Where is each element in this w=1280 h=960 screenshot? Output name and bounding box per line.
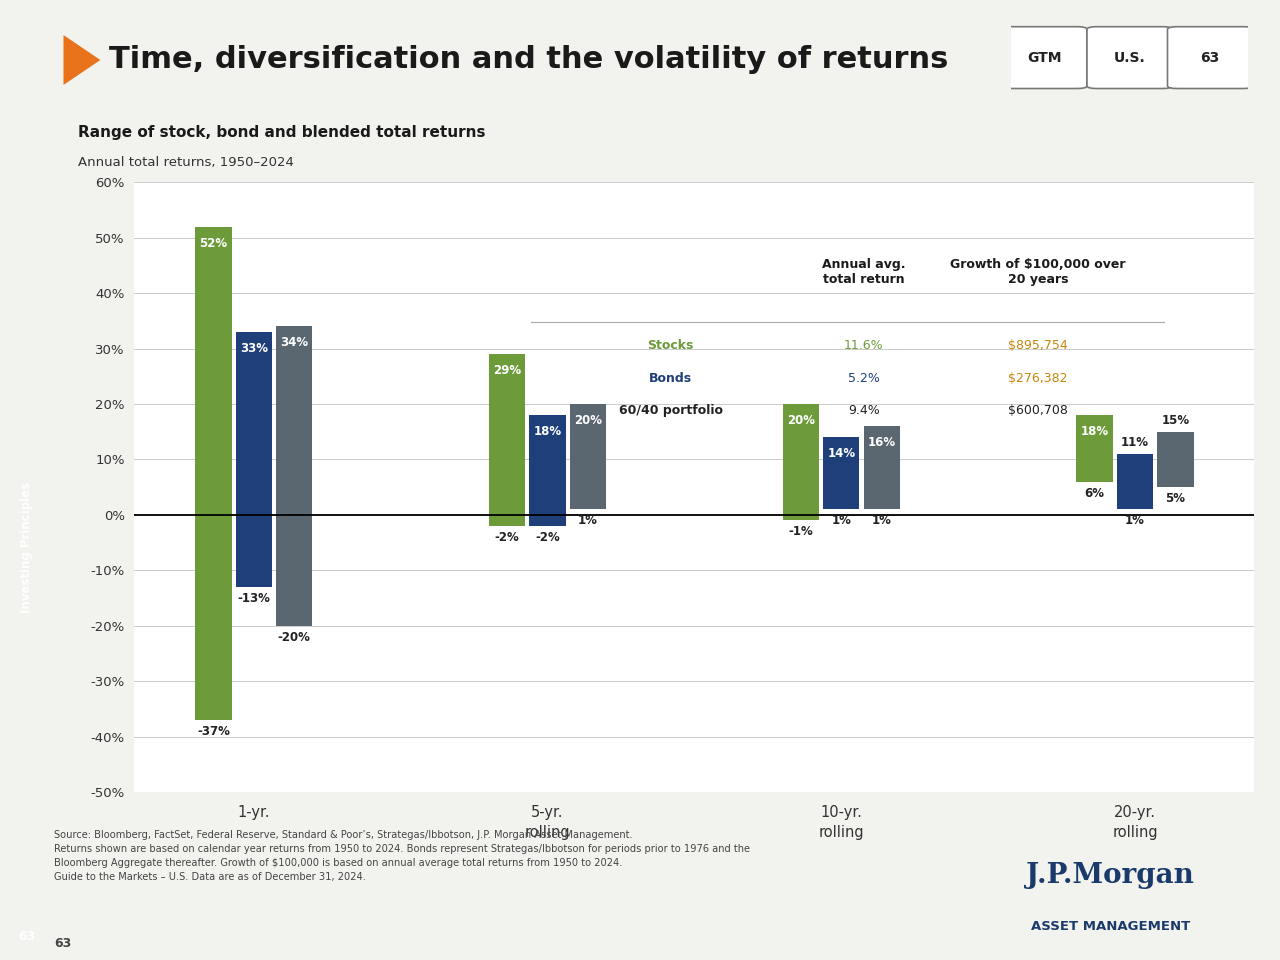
Text: Investing Principles: Investing Principles [20, 482, 33, 612]
Text: 5%: 5% [1166, 492, 1185, 505]
Text: GTM: GTM [1027, 51, 1061, 64]
Text: 20%: 20% [787, 414, 815, 427]
Bar [236, 332, 271, 587]
Text: 34%: 34% [280, 336, 308, 349]
Text: Range of stock, bond and blended total returns: Range of stock, bond and blended total r… [78, 125, 486, 139]
Text: 16%: 16% [868, 436, 896, 449]
Text: Bonds: Bonds [649, 372, 692, 385]
Text: 29%: 29% [493, 364, 521, 377]
Text: J.P.Morgan: J.P.Morgan [1027, 862, 1194, 889]
Text: 63: 63 [1201, 51, 1220, 64]
Text: $276,382: $276,382 [1009, 372, 1068, 385]
FancyBboxPatch shape [1167, 27, 1253, 88]
Text: 1%: 1% [831, 515, 851, 527]
Text: 1%: 1% [579, 515, 598, 527]
Text: 11%: 11% [1121, 436, 1149, 449]
Text: -1%: -1% [788, 525, 813, 539]
Text: Source: Bloomberg, FactSet, Federal Reserve, Standard & Poor’s, Strategas/Ibbots: Source: Bloomberg, FactSet, Federal Rese… [54, 830, 750, 882]
Text: ASSET MANAGEMENT: ASSET MANAGEMENT [1030, 920, 1190, 932]
Text: Annual total returns, 1950–2024: Annual total returns, 1950–2024 [78, 156, 294, 169]
Text: 14%: 14% [827, 447, 855, 460]
Text: 63: 63 [54, 937, 70, 950]
Text: 60/40 portfolio: 60/40 portfolio [618, 404, 723, 418]
Text: 33%: 33% [239, 342, 268, 355]
Bar [782, 404, 819, 520]
Text: 1%: 1% [872, 515, 892, 527]
Text: 1%: 1% [1125, 515, 1146, 527]
Text: 52%: 52% [200, 237, 228, 250]
Text: 18%: 18% [1080, 425, 1108, 438]
Text: -20%: -20% [278, 631, 311, 644]
Text: -2%: -2% [535, 531, 559, 544]
Text: 63: 63 [18, 929, 36, 943]
Text: U.S.: U.S. [1114, 51, 1146, 64]
Text: Growth of $100,000 over
20 years: Growth of $100,000 over 20 years [950, 258, 1126, 286]
Text: 9.4%: 9.4% [847, 404, 879, 418]
Bar [1157, 432, 1194, 488]
Text: $895,754: $895,754 [1009, 339, 1068, 352]
Bar [1076, 415, 1112, 482]
FancyBboxPatch shape [1087, 27, 1172, 88]
Text: 15%: 15% [1161, 414, 1189, 427]
Text: 20%: 20% [573, 414, 602, 427]
FancyBboxPatch shape [1002, 27, 1087, 88]
Polygon shape [64, 36, 100, 84]
Text: -2%: -2% [495, 531, 520, 544]
Text: Annual avg.
total return: Annual avg. total return [822, 258, 905, 286]
Bar [823, 438, 859, 510]
Bar [1117, 454, 1153, 510]
Bar [530, 415, 566, 526]
Text: 5.2%: 5.2% [847, 372, 879, 385]
Text: $600,708: $600,708 [1009, 404, 1068, 418]
Text: -37%: -37% [197, 725, 230, 738]
Text: -13%: -13% [237, 592, 270, 605]
Bar [489, 354, 525, 526]
Bar [276, 326, 312, 626]
Bar [864, 426, 900, 510]
Text: 6%: 6% [1084, 487, 1105, 499]
Bar [195, 227, 232, 720]
Text: 18%: 18% [534, 425, 562, 438]
Text: Time, diversification and the volatility of returns: Time, diversification and the volatility… [109, 45, 948, 75]
Text: 11.6%: 11.6% [844, 339, 883, 352]
Text: Stocks: Stocks [648, 339, 694, 352]
Bar [570, 404, 607, 510]
